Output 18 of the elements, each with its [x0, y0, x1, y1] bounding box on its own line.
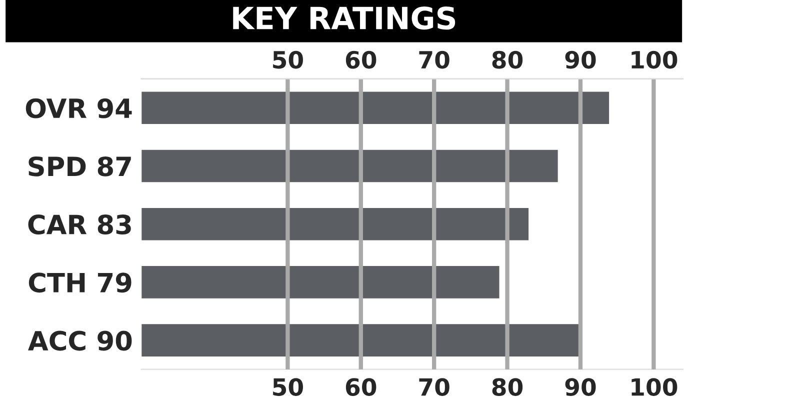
x2-tick-label: 70	[419, 50, 450, 69]
y-tick-label: CTH 79	[28, 272, 132, 293]
x-tick-label: 50	[273, 378, 303, 396]
y-tick-label: OVR 94	[26, 98, 132, 118]
x2-tick-label: 90	[565, 50, 596, 69]
x2-tick-label: 60	[346, 50, 376, 69]
x2-tick-label: 50	[273, 50, 303, 69]
x-tick-label: 100	[632, 378, 678, 396]
x-tick-label: 60	[346, 378, 376, 396]
y-tick-label: CAR 83	[28, 214, 131, 234]
x-tick-label: 70	[419, 378, 450, 396]
y-tick-label: ACC 90	[28, 330, 132, 351]
chart-title: KEY RATINGS	[233, 6, 456, 30]
x-tick-label: 80	[492, 378, 523, 396]
x2-tick-label: 100	[632, 50, 678, 69]
x2-tick-label: 80	[492, 50, 523, 69]
x-tick-label: 90	[565, 378, 596, 396]
y-tick-label: SPD 87	[28, 156, 131, 176]
